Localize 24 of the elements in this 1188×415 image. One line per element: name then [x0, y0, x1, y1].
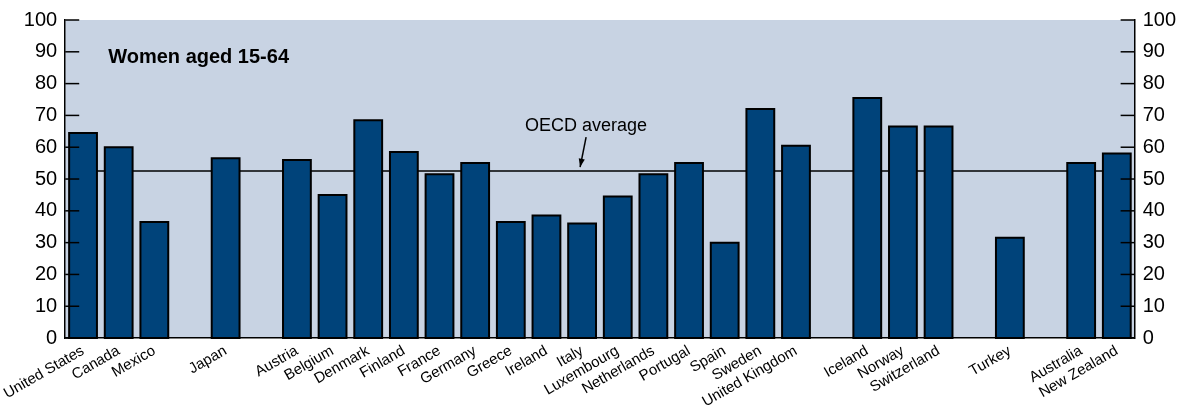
- y-tick-label: 60: [34, 134, 58, 157]
- y2-tick-label: 10: [1142, 293, 1165, 316]
- y-tick-label: 10: [34, 293, 58, 316]
- y2-tick-label: 60: [1142, 134, 1165, 157]
- y2-tick-label: 100: [1142, 7, 1177, 30]
- y2-tick-label: 20: [1142, 261, 1165, 284]
- y-tick-label: 30: [34, 230, 58, 253]
- y2-tick-label: 40: [1142, 198, 1165, 221]
- y2-tick-label: 90: [1142, 39, 1165, 62]
- y2-tick-label: 50: [1142, 166, 1165, 189]
- y-tick-label: 0: [46, 325, 58, 348]
- y-tick-label: 100: [23, 7, 58, 30]
- y-tick-label: 70: [34, 102, 58, 125]
- text: Women aged 15-64: [108, 44, 290, 67]
- y-tick-label: 90: [34, 39, 58, 62]
- y-tick-label: 80: [34, 71, 58, 94]
- y2-tick-label: 0: [1142, 325, 1154, 348]
- y2-tick-label: 80: [1142, 71, 1165, 94]
- y-tick-label: 20: [34, 261, 58, 284]
- y2-tick-label: 30: [1142, 230, 1165, 253]
- annotation: OECD average: [525, 115, 648, 136]
- y-tick-label: 40: [34, 198, 58, 221]
- y2-tick-label: 70: [1142, 102, 1165, 125]
- y-tick-label: 50: [34, 166, 58, 189]
